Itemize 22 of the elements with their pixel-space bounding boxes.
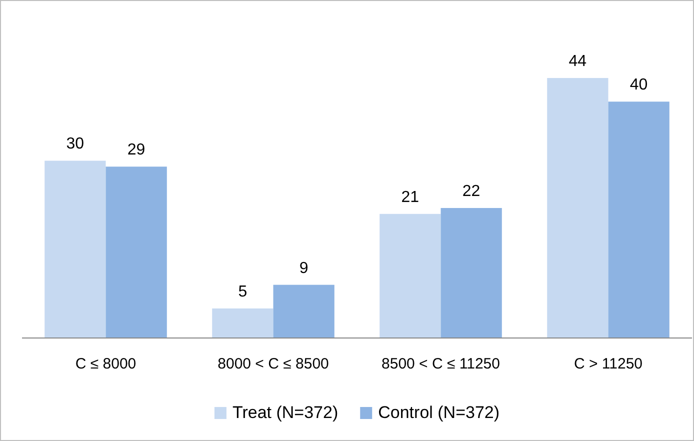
- data-label: 40: [630, 76, 648, 94]
- data-label: 21: [401, 188, 420, 206]
- bar: [273, 284, 334, 338]
- bar: [212, 308, 274, 338]
- data-label: 29: [127, 142, 146, 159]
- bar: [380, 214, 441, 338]
- x-tick-label: C ≤ 8000: [75, 356, 136, 373]
- x-tick-label: 8500 < C ≤ 11250: [382, 356, 500, 373]
- data-label: 44: [568, 53, 587, 70]
- data-label: 9: [299, 260, 308, 277]
- x-tick-label: 8000 < C ≤ 8500: [218, 356, 329, 373]
- bar: [106, 166, 167, 338]
- x-tick-label: C > 11250: [574, 356, 643, 373]
- bar: [547, 78, 608, 338]
- bar: [608, 102, 670, 338]
- data-label: 22: [462, 183, 480, 200]
- bar: [440, 208, 502, 338]
- data-label: 5: [238, 283, 248, 300]
- legend-label: Treat (N=372): [232, 403, 338, 422]
- legend-label: Control (N=372): [378, 403, 500, 422]
- data-label: 30: [66, 136, 84, 153]
- bar: [44, 160, 106, 338]
